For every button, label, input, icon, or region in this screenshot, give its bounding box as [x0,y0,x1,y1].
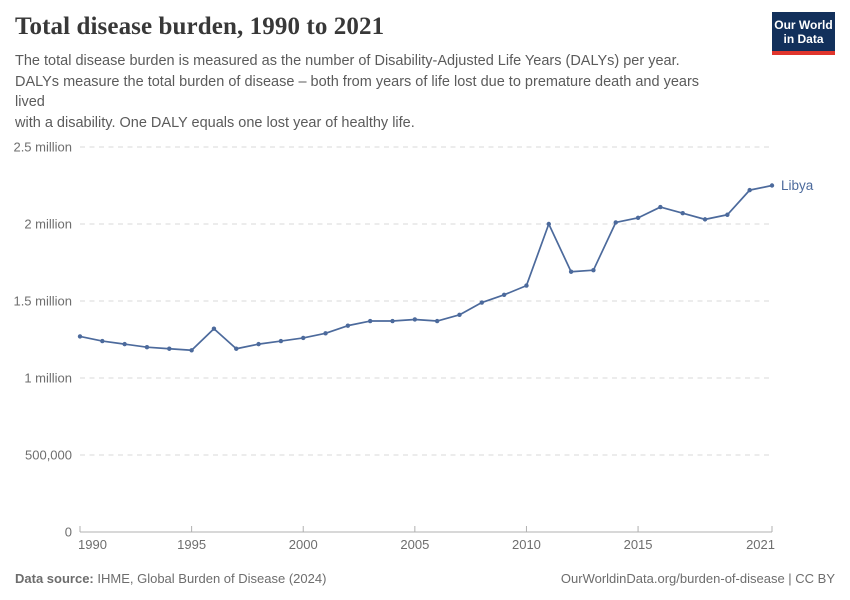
data-point[interactable] [680,211,685,216]
data-point[interactable] [77,334,83,339]
data-point[interactable] [390,318,395,324]
data-point[interactable] [100,338,105,344]
data-point[interactable] [189,348,194,353]
data-point[interactable] [256,341,261,347]
data-point[interactable] [591,268,596,273]
chart-header: Total disease burden, 1990 to 2021 The t… [15,12,835,133]
x-tick-label: 1995 [177,537,206,552]
x-tick-label: 1990 [78,537,107,552]
x-tick-label: 2015 [624,537,653,552]
x-tick-label: 2010 [512,537,541,552]
data-point[interactable] [635,215,641,221]
owid-logo-line2: in Data [783,32,824,46]
data-point[interactable] [122,341,127,347]
chart-subtitle: The total disease burden is measured as … [15,51,835,133]
data-point[interactable] [568,269,574,274]
data-point[interactable] [524,283,529,288]
data-point[interactable] [702,217,708,222]
data-point[interactable] [546,221,551,227]
y-tick-label: 500,000 [25,448,72,463]
owid-logo-line1: Our World [774,18,833,32]
data-point[interactable] [613,220,618,225]
data-point[interactable] [725,212,730,217]
y-tick-label: 2 million [24,217,72,232]
data-point[interactable] [323,331,328,336]
data-source-value: IHME, Global Burden of Disease (2024) [93,571,327,586]
data-source-label: Data source: [15,571,94,586]
data-point[interactable] [367,318,373,324]
data-point[interactable] [457,312,462,318]
data-point[interactable] [211,326,217,331]
series-line-libya[interactable] [79,184,773,352]
y-tick-label: 2.5 million [13,140,72,155]
subtitle-line: DALYs measure the total burden of diseas… [15,73,700,90]
subtitle-line: lived [15,94,45,110]
owid-logo[interactable]: Our World in Data [772,12,835,55]
data-point[interactable] [434,318,440,324]
subtitle-line: The total disease burden is measured as … [15,53,680,69]
data-point[interactable] [234,346,239,351]
credit-link[interactable]: OurWorldinData.org/burden-of-disease | C… [560,571,835,586]
data-point[interactable] [501,292,507,298]
data-point[interactable] [658,204,663,210]
data-point[interactable] [345,323,351,328]
y-tick-label: 0 [65,525,72,540]
y-tick-label: 1.5 million [13,294,72,309]
y-tick-label: 1 million [24,371,72,386]
owid-logo-stripe [772,51,835,55]
data-point[interactable] [479,300,485,305]
data-point[interactable] [301,335,306,341]
page-title: Total disease burden, 1990 to 2021 [15,13,385,40]
data-point[interactable] [769,183,775,188]
x-tick-label: 2021 [746,537,775,552]
series-end-label[interactable]: Libya [781,178,814,193]
data-point[interactable] [144,345,150,350]
data-point[interactable] [412,317,418,322]
data-point[interactable] [167,346,172,351]
x-tick-label: 2000 [289,537,318,552]
data-point[interactable] [747,187,752,193]
data-source: Data source: IHME, Global Burden of Dise… [15,571,326,586]
chart-footer: Data source: IHME, Global Burden of Dise… [15,571,835,586]
x-tick-label: 2005 [400,537,429,552]
data-point[interactable] [278,338,284,344]
subtitle-line: with a disability. One DALY equals one l… [15,114,415,131]
